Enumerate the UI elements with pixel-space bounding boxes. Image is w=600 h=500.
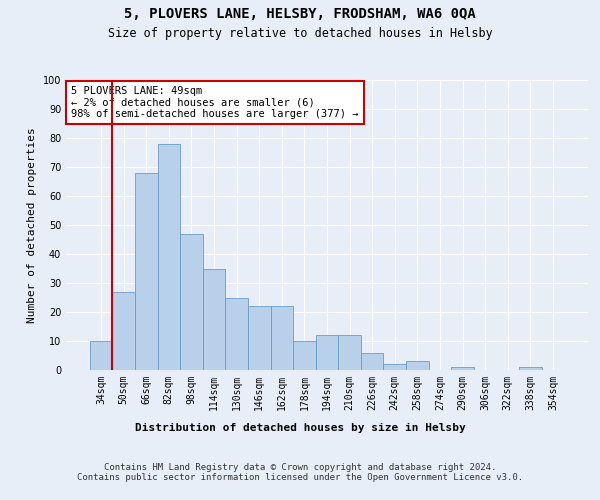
Bar (383, 364, 406, 370)
Text: Contains HM Land Registry data © Crown copyright and database right 2024.
Contai: Contains HM Land Registry data © Crown c… (77, 462, 523, 482)
Bar (248, 306, 271, 370)
Bar (112, 292, 135, 370)
Bar (180, 234, 203, 370)
Text: Size of property relative to detached houses in Helsby: Size of property relative to detached ho… (107, 28, 493, 40)
Bar (226, 298, 248, 370)
Bar (316, 335, 338, 370)
Y-axis label: Number of detached properties: Number of detached properties (27, 127, 37, 323)
Bar (451, 367, 474, 370)
Bar (135, 173, 158, 370)
Bar (519, 367, 542, 370)
Text: Distribution of detached houses by size in Helsby: Distribution of detached houses by size … (134, 422, 466, 432)
Bar (338, 335, 361, 370)
Text: 5 PLOVERS LANE: 49sqm
← 2% of detached houses are smaller (6)
98% of semi-detach: 5 PLOVERS LANE: 49sqm ← 2% of detached h… (71, 86, 359, 119)
Bar (271, 306, 293, 370)
Bar (203, 268, 226, 370)
Bar (90, 341, 112, 370)
Bar (158, 144, 180, 370)
Bar (406, 362, 428, 370)
Bar (293, 341, 316, 370)
Bar (361, 352, 383, 370)
Text: 5, PLOVERS LANE, HELSBY, FRODSHAM, WA6 0QA: 5, PLOVERS LANE, HELSBY, FRODSHAM, WA6 0… (124, 8, 476, 22)
